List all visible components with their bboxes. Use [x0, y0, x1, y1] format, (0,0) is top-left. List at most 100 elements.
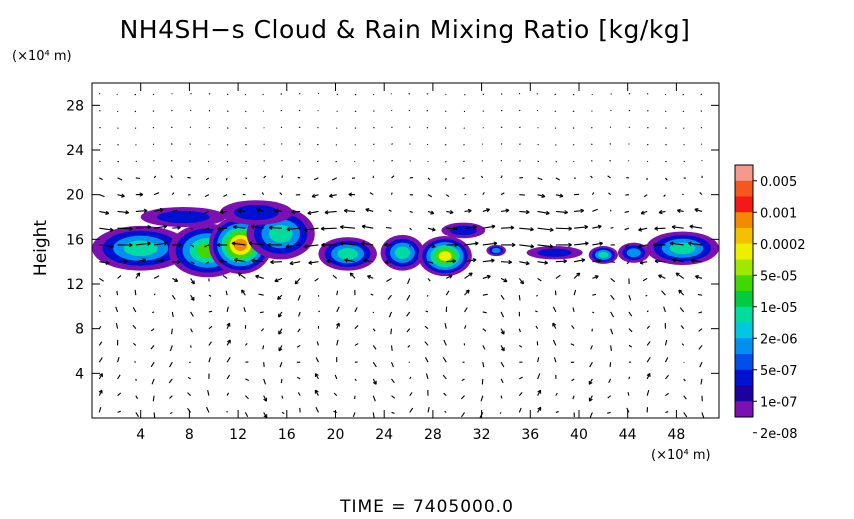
wind-arrow — [133, 342, 137, 346]
wind-arrow — [500, 159, 503, 162]
cloud-contour — [123, 240, 158, 257]
wind-arrow — [628, 92, 631, 95]
wind-arrow-head — [110, 227, 114, 231]
wind-arrow — [168, 378, 173, 384]
wind-arrow — [627, 160, 630, 162]
colorbar-swatch — [735, 243, 753, 260]
wind-arrow — [694, 208, 703, 212]
wind-arrow — [190, 261, 195, 265]
wind-arrow-head — [678, 289, 681, 294]
wind-arrow-head — [450, 210, 454, 214]
wind-arrow — [699, 361, 703, 368]
wind-arrow — [226, 306, 229, 313]
wind-arrow — [291, 210, 301, 213]
wind-arrow — [225, 290, 228, 296]
wind-arrow — [234, 259, 246, 263]
wind-arrow-head — [278, 331, 283, 335]
wind-arrow — [665, 143, 667, 146]
wind-arrow — [409, 407, 414, 413]
wind-arrow — [518, 407, 522, 413]
wind-arrow — [321, 227, 337, 230]
wind-arrow — [646, 325, 650, 330]
wind-arrow-head — [226, 322, 230, 326]
wind-arrow — [279, 361, 283, 368]
wind-arrow-head — [646, 373, 651, 376]
wind-arrow-head — [526, 260, 530, 265]
wind-arrow — [134, 127, 137, 129]
wind-arrow-head — [654, 228, 659, 231]
wind-arrow-head — [320, 228, 325, 231]
wind-arrow-head — [233, 259, 238, 263]
wind-arrow — [443, 339, 447, 346]
y-tick-label: 4 — [75, 366, 84, 382]
wind-arrow-head — [641, 212, 645, 215]
wind-arrow-head — [452, 259, 456, 262]
wind-arrow — [406, 294, 411, 301]
wind-arrow — [481, 160, 484, 162]
wind-arrow — [285, 244, 301, 248]
wind-arrow — [670, 242, 684, 246]
colorbar-swatch — [735, 165, 753, 182]
wind-arrow-head — [255, 275, 259, 279]
wind-arrow-head — [541, 193, 546, 198]
wind-arrow-head — [340, 226, 344, 230]
wind-arrow — [500, 311, 505, 318]
wind-arrow — [134, 93, 137, 96]
wind-arrow-head — [637, 246, 642, 249]
wind-arrow — [255, 275, 264, 279]
wind-arrow — [627, 392, 630, 396]
wind-arrow — [99, 194, 105, 198]
wind-arrow — [665, 127, 667, 129]
wind-arrow-head — [233, 226, 237, 230]
wind-arrow-head — [454, 242, 459, 246]
wind-arrow — [679, 307, 685, 313]
wind-arrow — [115, 323, 119, 329]
wind-arrow — [574, 209, 584, 212]
wind-arrow-head — [291, 211, 295, 215]
colorbar-swatch — [735, 338, 753, 355]
wind-arrow — [658, 274, 666, 279]
wind-arrow — [408, 261, 411, 265]
wind-arrow — [427, 227, 436, 231]
wind-arrow-head — [671, 226, 676, 230]
wind-arrow — [203, 227, 210, 231]
wind-arrow — [388, 311, 393, 318]
wind-arrow — [326, 260, 337, 263]
wind-arrow — [537, 244, 553, 248]
wind-arrow — [553, 357, 557, 363]
wind-arrow — [391, 126, 393, 129]
wind-arrow — [372, 395, 376, 402]
wind-arrow — [665, 110, 667, 113]
wind-arrow-head — [163, 241, 168, 244]
wind-arrow-head — [432, 227, 436, 231]
wind-arrow — [427, 261, 434, 264]
wind-arrow — [261, 192, 265, 195]
wind-arrow — [519, 210, 530, 213]
wind-arrow — [390, 361, 394, 368]
wind-arrow — [445, 177, 447, 181]
wind-arrow — [117, 275, 122, 279]
wind-arrow-head — [511, 242, 516, 246]
x-axis-unit: (×10⁴ m) — [651, 448, 711, 463]
x-tick-label: 36 — [521, 427, 539, 443]
wind-arrow — [354, 127, 357, 129]
wind-arrow — [654, 227, 666, 230]
wind-arrow — [190, 92, 192, 95]
wind-arrow — [336, 306, 340, 313]
wind-arrow — [688, 242, 703, 246]
wind-arrow-head — [256, 208, 260, 213]
wind-arrow — [628, 344, 633, 348]
wind-arrow — [555, 194, 564, 197]
wind-arrow — [683, 378, 686, 382]
wind-arrow — [222, 274, 228, 279]
wind-arrow — [628, 109, 631, 112]
wind-arrow-head — [486, 274, 491, 277]
wind-arrow — [297, 328, 301, 333]
wind-arrow-head — [690, 259, 695, 263]
wind-arrow — [369, 192, 374, 196]
wind-arrow — [427, 278, 431, 282]
wind-arrow — [270, 261, 282, 263]
wind-arrow — [444, 127, 447, 129]
wind-arrow — [203, 210, 210, 215]
wind-arrow-head — [367, 275, 371, 280]
